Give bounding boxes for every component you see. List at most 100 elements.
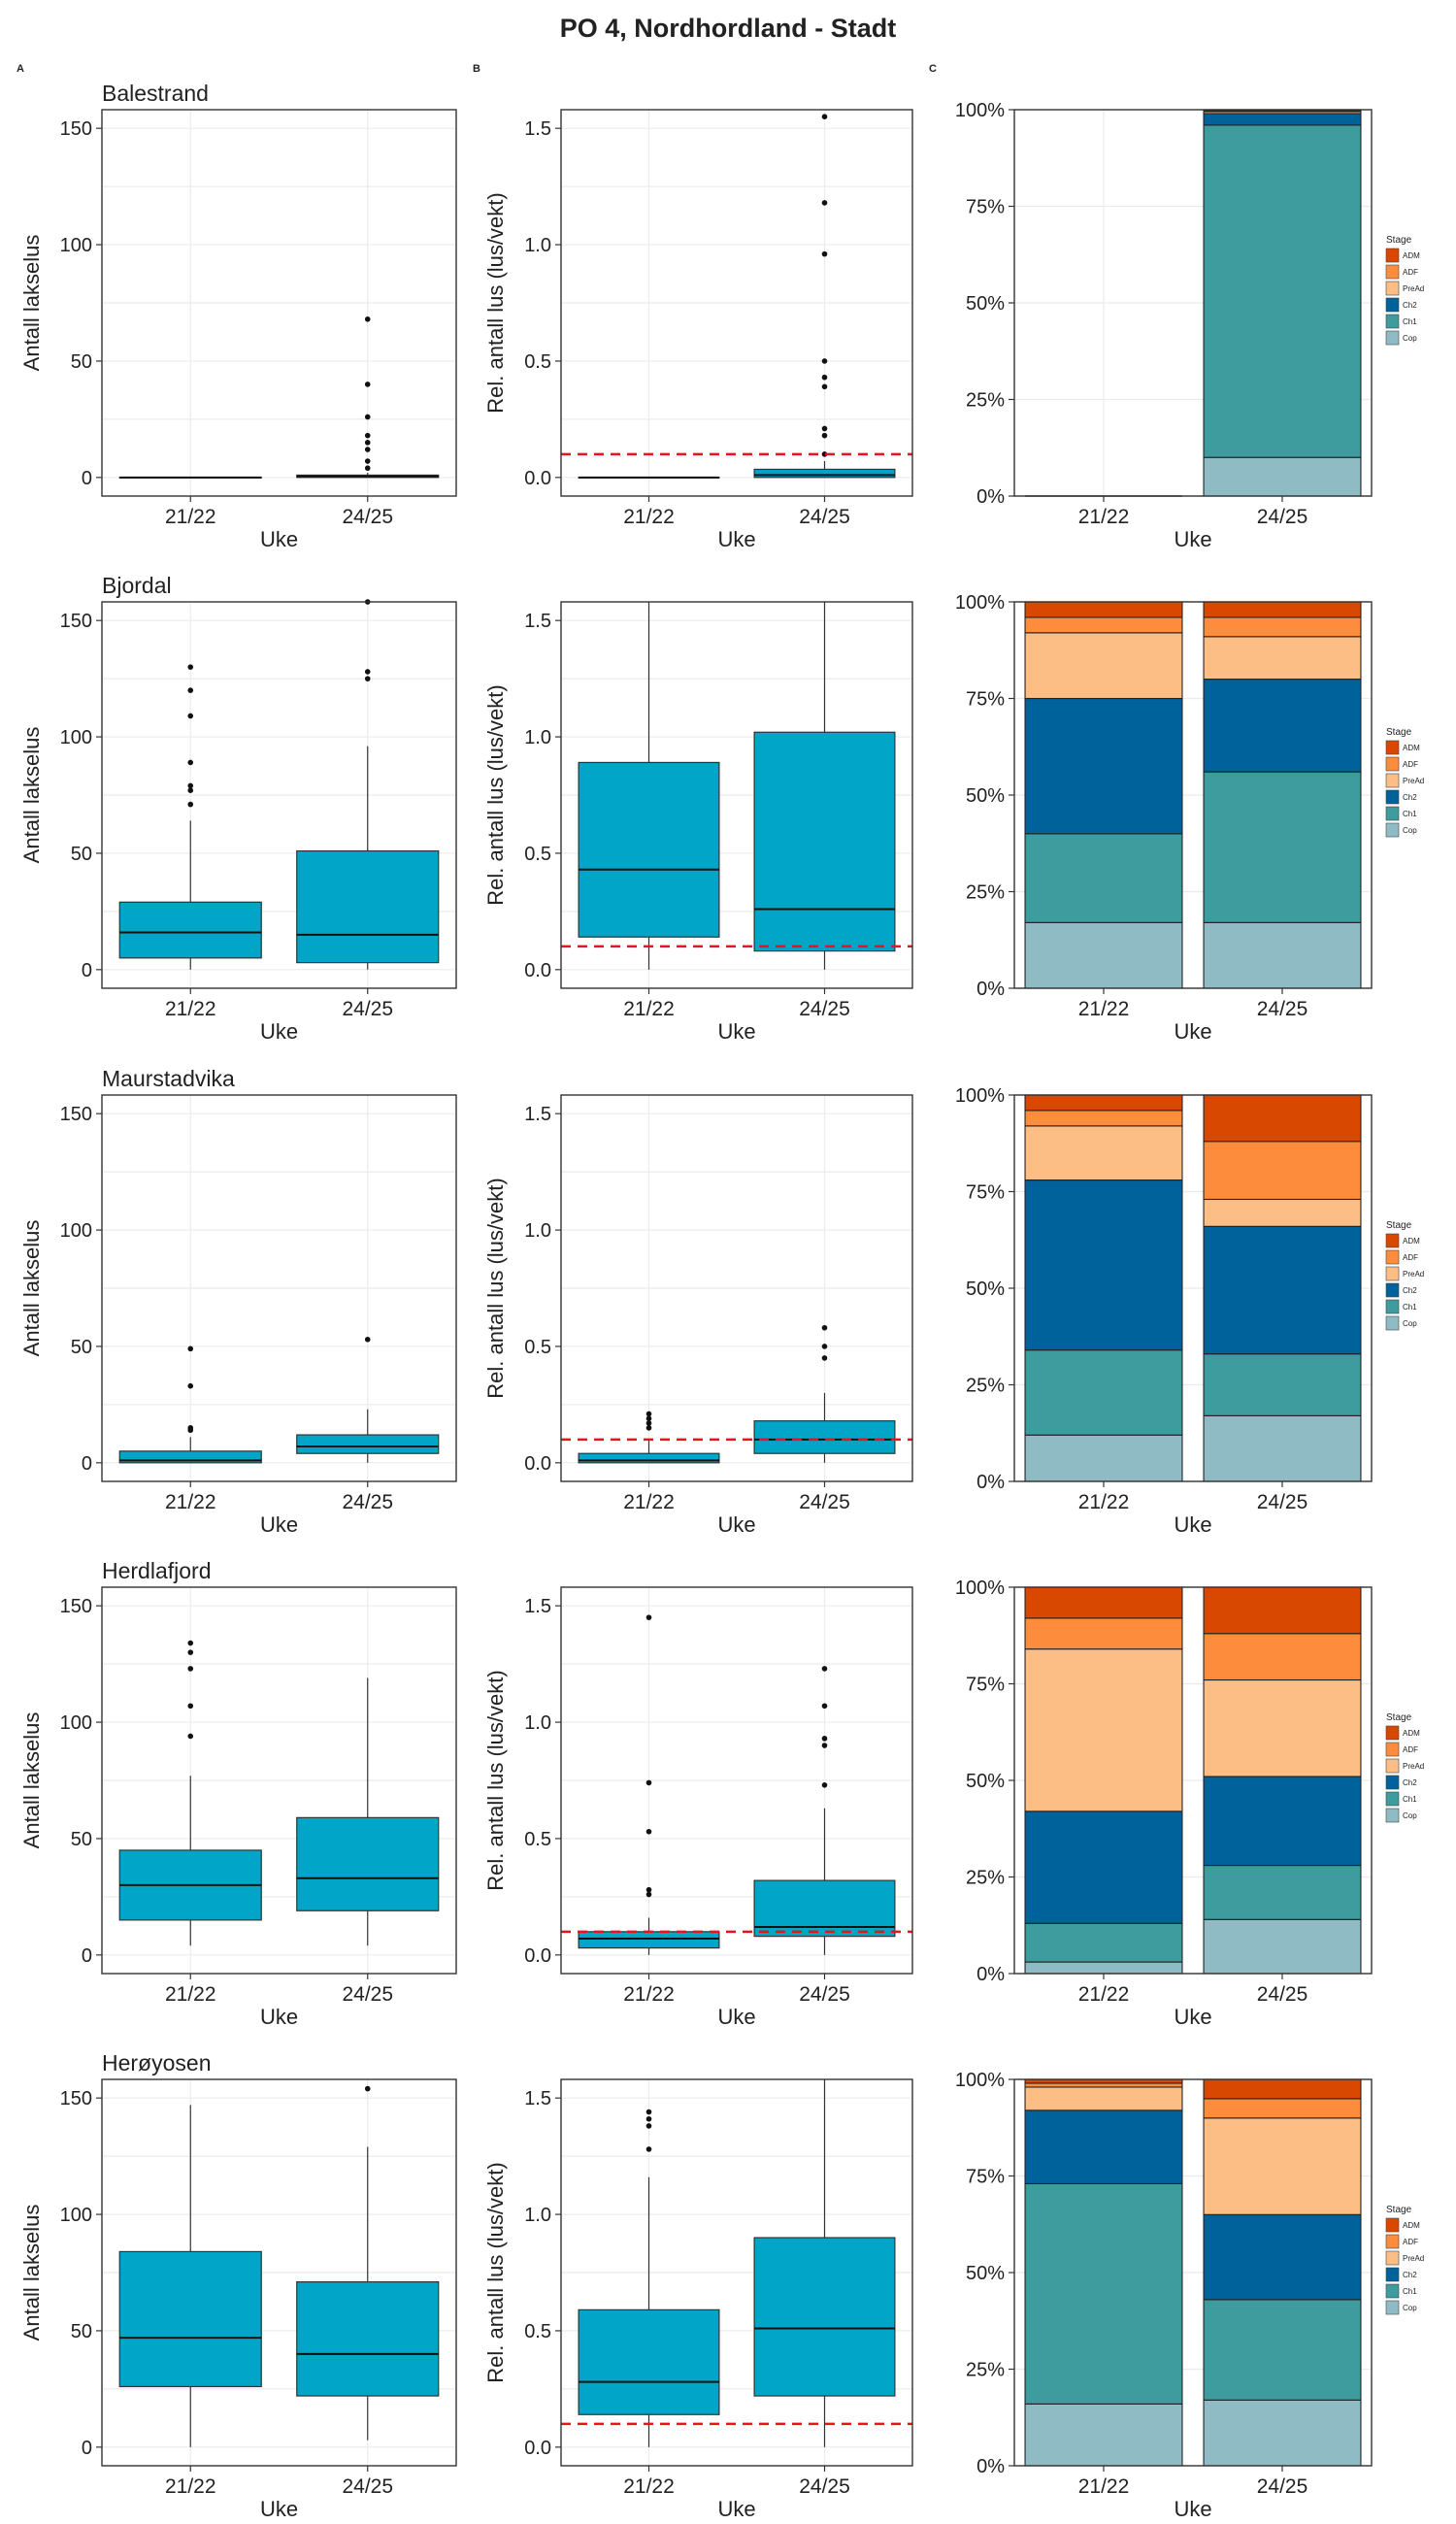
y-tick-label: 100% bbox=[955, 2070, 1005, 2091]
outlier-point bbox=[187, 1733, 194, 1740]
bar-segment-ch2 bbox=[1203, 679, 1362, 773]
x-axis-label: Uke bbox=[1174, 2497, 1211, 2521]
outlier-point bbox=[364, 316, 371, 322]
legend-swatch bbox=[1385, 1725, 1400, 1741]
x-tick-label: 21/22 bbox=[1078, 1983, 1130, 2006]
outlier-point bbox=[645, 2109, 652, 2115]
y-tick-label: 25% bbox=[966, 1376, 1005, 1397]
legend-label: Ch2 bbox=[1403, 793, 1417, 802]
panel-c-2: 0% 25% 50% 75% 100% Stage ADM ADF PreAd Ch2 Ch1 Cop… bbox=[955, 1085, 1424, 1537]
bar-segment-pread bbox=[1024, 632, 1183, 700]
outlier-point bbox=[821, 374, 828, 381]
outlier-point bbox=[821, 200, 828, 206]
y-tick-label: 50 bbox=[71, 844, 92, 865]
legend-label: PreAd bbox=[1403, 777, 1424, 785]
outlier-point bbox=[364, 414, 371, 420]
legend: Stage ADM ADF PreAd Ch2 Ch1 Cop bbox=[1385, 1220, 1424, 1331]
bar-segment-adm bbox=[1203, 601, 1362, 618]
y-tick-label: 50 bbox=[71, 2321, 92, 2342]
y-tick-label: 25% bbox=[966, 1868, 1005, 1889]
y-tick-label: 1.5 bbox=[524, 611, 551, 632]
legend-swatch bbox=[1385, 789, 1400, 805]
site-title: Maurstadvika bbox=[102, 1066, 235, 1091]
x-axis-label: Uke bbox=[1174, 527, 1211, 551]
y-tick-label: 0% bbox=[976, 2456, 1005, 2477]
panel-b-4: 0.0 0.5 1.0 1.5 21/22 24/25 Uke Rel. antall lus… bbox=[483, 2078, 913, 2521]
plots-layer: 0 50 100 150 21/22 24/25 Uke Antall lakselus Bal… bbox=[19, 81, 1424, 2521]
bar-segment-cop bbox=[1203, 921, 1362, 989]
bar-segment-cop bbox=[1024, 921, 1183, 989]
site-title: Herdlafjord bbox=[102, 1558, 212, 1583]
x-axis-label: Uke bbox=[260, 1512, 298, 1537]
x-tick-label: 24/25 bbox=[342, 998, 393, 1020]
panel-frame bbox=[101, 601, 457, 989]
bar-segment-cop bbox=[1024, 2403, 1183, 2467]
y-tick-label: 25% bbox=[966, 2360, 1005, 2381]
legend-swatch bbox=[1385, 2267, 1400, 2282]
box bbox=[118, 901, 262, 959]
panel-c-3: 0% 25% 50% 75% 100% Stage ADM ADF PreAd Ch2 Ch1 Cop… bbox=[955, 1578, 1424, 2029]
box bbox=[296, 1816, 440, 1911]
legend-label: ADF bbox=[1403, 2238, 1418, 2246]
legend-swatch bbox=[1385, 1775, 1400, 1790]
x-tick-label: 21/22 bbox=[165, 2475, 216, 2498]
y-tick-label: 1.0 bbox=[524, 2205, 551, 2226]
x-tick-label: 21/22 bbox=[623, 1491, 675, 1513]
outlier-point bbox=[821, 1344, 828, 1349]
y-tick-label: 0 bbox=[82, 468, 92, 489]
bar-segment-adm bbox=[1024, 1586, 1183, 1619]
legend-label: Ch1 bbox=[1403, 317, 1417, 326]
legend-swatch bbox=[1385, 281, 1400, 296]
panel-tag-b: B bbox=[473, 63, 480, 75]
outlier-point bbox=[821, 1743, 828, 1748]
panel-frame bbox=[1013, 601, 1373, 989]
x-tick-label: 21/22 bbox=[165, 998, 216, 1020]
panel-a-0: 0 50 100 150 21/22 24/25 Uke Antall lakselus Bal… bbox=[19, 81, 457, 551]
outlier-point bbox=[187, 1345, 194, 1352]
x-tick-label: 21/22 bbox=[1078, 2475, 1130, 2498]
bar-segment-ch2 bbox=[1024, 1179, 1183, 1351]
bar-segment-ch1 bbox=[1024, 833, 1183, 923]
y-axis-label: Antall lakselus bbox=[19, 2205, 44, 2341]
y-tick-label: 50% bbox=[966, 293, 1005, 315]
outlier-point bbox=[187, 713, 194, 719]
y-tick-label: 75% bbox=[966, 689, 1005, 711]
bar-segment-ch2 bbox=[1203, 1225, 1362, 1355]
y-tick-label: 1.5 bbox=[524, 2088, 551, 2109]
outlier-point bbox=[821, 114, 828, 119]
legend: Stage ADM ADF PreAd Ch2 Ch1 Cop bbox=[1385, 235, 1424, 346]
legend-swatch bbox=[1385, 1758, 1400, 1774]
panel-a-1: 0 50 100 150 21/22 24/25 Uke Antall lakselus Bjo… bbox=[19, 573, 457, 1044]
panel-frame bbox=[101, 109, 457, 497]
legend-swatch bbox=[1385, 248, 1400, 263]
y-tick-label: 75% bbox=[966, 197, 1005, 218]
panel-b-2: 0.0 0.5 1.0 1.5 21/22 24/25 Uke Rel. antall lus… bbox=[483, 1094, 913, 1537]
y-axis-label: Rel. antall lus (lus/vekt) bbox=[483, 1670, 508, 1890]
panel-a-4: 0 50 100 150 21/22 24/25 Uke Antall lakselus Her… bbox=[19, 2050, 457, 2521]
panel-b-3: 0.0 0.5 1.0 1.5 21/22 24/25 Uke Rel. antall lus… bbox=[483, 1586, 913, 2029]
bar-segment-ch2 bbox=[1024, 2109, 1183, 2185]
y-tick-label: 100 bbox=[60, 1712, 92, 1734]
legend-title: Stage bbox=[1386, 235, 1412, 246]
outlier-point bbox=[364, 1336, 371, 1343]
outlier-point bbox=[821, 1703, 828, 1710]
bar-segment-cop bbox=[1203, 2399, 1362, 2467]
legend-swatch bbox=[1385, 2217, 1400, 2233]
legend-title: Stage bbox=[1386, 2205, 1412, 2215]
y-tick-label: 0.0 bbox=[524, 468, 551, 489]
outlier-point bbox=[645, 1891, 652, 1898]
x-tick-label: 24/25 bbox=[342, 1983, 393, 2006]
legend-label: ADM bbox=[1403, 2221, 1420, 2230]
box bbox=[578, 761, 720, 938]
bar-segment-pread bbox=[1024, 2086, 1183, 2111]
y-tick-label: 50 bbox=[71, 1829, 92, 1850]
outlier-point bbox=[187, 1703, 194, 1710]
panel-b-0: 0.0 0.5 1.0 1.5 21/22 24/25 Uke Rel. antall lus… bbox=[483, 109, 913, 551]
panel-b-1: 0.0 0.5 1.0 1.5 21/22 24/25 Uke Rel. antall lus… bbox=[483, 601, 913, 1044]
bar-segment-pread bbox=[1024, 1648, 1183, 1812]
panel-frame bbox=[1013, 1094, 1373, 1482]
bar-segment-adf bbox=[1203, 1633, 1362, 1681]
y-tick-label: 150 bbox=[60, 2088, 92, 2109]
legend-swatch bbox=[1385, 297, 1400, 313]
box bbox=[296, 2280, 440, 2397]
